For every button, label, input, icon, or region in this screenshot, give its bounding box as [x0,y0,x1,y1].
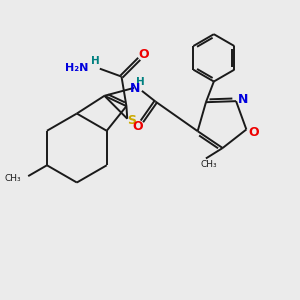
Text: H: H [136,77,144,87]
Text: O: O [248,126,259,139]
Text: O: O [133,120,143,133]
Text: H: H [92,56,100,66]
Text: CH₃: CH₃ [201,160,217,169]
Text: H₂N: H₂N [64,63,88,73]
Text: N: N [238,93,248,106]
Text: CH₃: CH₃ [5,174,21,183]
Text: O: O [139,48,149,62]
Text: S: S [127,114,136,127]
Text: N: N [130,82,140,95]
